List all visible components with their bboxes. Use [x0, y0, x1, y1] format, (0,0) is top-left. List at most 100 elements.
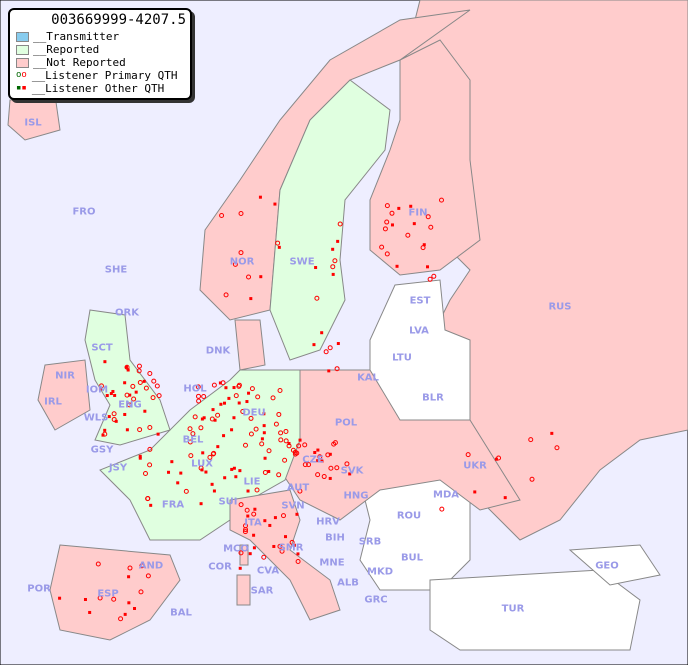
listener-other-marker — [128, 393, 132, 397]
listener-other-marker — [246, 489, 250, 493]
primary-green-circle-icon: o — [16, 70, 22, 80]
listener-primary-marker — [266, 448, 272, 454]
listener-primary-marker — [130, 383, 136, 389]
listener-other-marker — [201, 451, 205, 455]
listener-primary-marker — [254, 487, 260, 493]
listener-primary-marker — [270, 395, 276, 401]
listener-primary-marker — [289, 539, 295, 545]
listener-other-marker — [219, 402, 223, 406]
listener-primary-marker — [282, 457, 288, 463]
country-gbr — [84, 309, 171, 446]
listener-other-marker — [200, 417, 204, 421]
listener-other-marker — [170, 460, 174, 464]
country-label-fro: FRO — [72, 206, 96, 218]
listener-primary-marker — [295, 558, 301, 564]
listener-other-marker — [230, 467, 234, 471]
listener-other-marker — [142, 379, 146, 383]
country-label-hol: HOL — [183, 383, 207, 395]
listener-primary-marker — [145, 496, 151, 502]
country-label-lux: LUX — [191, 458, 213, 470]
country-label-dnk: DNK — [205, 345, 231, 357]
listener-dots — [58, 195, 560, 622]
listener-primary-marker — [242, 529, 248, 535]
listener-other-marker — [83, 597, 87, 601]
listener-other-marker — [390, 223, 394, 227]
listener-other-marker — [331, 247, 335, 251]
listener-primary-marker — [207, 454, 213, 460]
country-label-sct: SCT — [91, 342, 113, 354]
listener-primary-marker — [238, 211, 244, 217]
listener-other-marker — [123, 381, 127, 385]
country-label-bul: BUL — [400, 552, 424, 564]
country-esp-por — [49, 544, 181, 641]
listener-other-marker — [224, 386, 228, 390]
listener-other-marker — [88, 610, 92, 614]
listener-primary-marker — [428, 224, 434, 230]
other-red-square-icon: ▪ — [21, 83, 27, 93]
listener-primary-marker — [131, 396, 137, 402]
country-label-hng: HNG — [343, 490, 369, 502]
listener-other-marker — [422, 243, 426, 247]
listener-primary-marker — [262, 469, 268, 475]
listener-primary-marker — [219, 213, 225, 219]
listener-primary-marker — [111, 411, 117, 417]
country-irl — [37, 359, 91, 431]
listener-other-marker — [273, 516, 277, 520]
listener-other-marker — [103, 360, 107, 364]
listener-other-marker — [348, 472, 352, 476]
listener-primary-marker — [248, 415, 254, 421]
country-label-aut: AUT — [286, 482, 310, 494]
listener-other-marker — [284, 535, 288, 539]
legend-label: __Listener Other QTH — [31, 82, 165, 95]
listener-other-marker — [292, 543, 296, 547]
legend-label: __Listener Primary QTH — [31, 69, 178, 82]
listener-primary-marker — [431, 273, 437, 279]
legend-label: __Not Reported — [33, 56, 126, 69]
listener-primary-marker — [332, 258, 338, 264]
listener-primary-marker — [211, 382, 217, 388]
listener-primary-marker — [190, 431, 196, 437]
listener-primary-marker — [427, 276, 433, 282]
listener-primary-marker — [496, 455, 502, 461]
listener-primary-marker — [248, 431, 254, 437]
listener-other-marker — [331, 272, 335, 276]
listener-primary-marker — [201, 393, 207, 399]
listener-primary-marker — [198, 425, 204, 431]
listener-other-marker — [412, 222, 416, 226]
country-label-smr: SMR — [278, 542, 304, 554]
listener-other-marker — [263, 519, 267, 523]
listener-primary-marker — [259, 441, 265, 447]
country-label-grc: GRC — [364, 594, 388, 606]
country-label-hrv: HRV — [316, 516, 340, 528]
country-label-ukr: UKR — [463, 460, 487, 472]
country-label-wls: WLS — [83, 412, 109, 424]
listener-primary-marker — [302, 462, 308, 468]
listener-primary-marker — [529, 476, 535, 482]
country-label-nir: NIR — [55, 370, 75, 382]
listener-primary-marker — [143, 385, 149, 391]
listener-other-marker — [249, 297, 253, 301]
listener-primary-marker — [238, 550, 244, 556]
country-label-pol: POL — [334, 417, 358, 429]
listener-primary-marker — [315, 472, 321, 478]
legend-reported: __Reported — [16, 43, 99, 56]
listener-other-marker — [143, 409, 147, 413]
listener-other-marker — [272, 544, 276, 548]
listener-primary-marker — [215, 412, 221, 418]
listener-primary-marker — [236, 383, 242, 389]
country-label-lva: LVA — [409, 325, 429, 337]
listener-other-marker — [397, 206, 401, 210]
listener-primary-marker — [328, 465, 334, 471]
listener-primary-marker — [425, 214, 431, 220]
listener-other-marker — [238, 469, 242, 473]
listener-other-marker — [260, 437, 264, 441]
listener-primary-marker — [238, 250, 244, 256]
listener-other-marker — [328, 476, 332, 480]
listener-primary-marker — [286, 443, 292, 449]
listener-other-marker — [247, 391, 251, 395]
country-label-gsy: GSY — [90, 444, 114, 456]
listener-other-marker — [107, 415, 111, 419]
listener-primary-marker — [147, 370, 153, 376]
